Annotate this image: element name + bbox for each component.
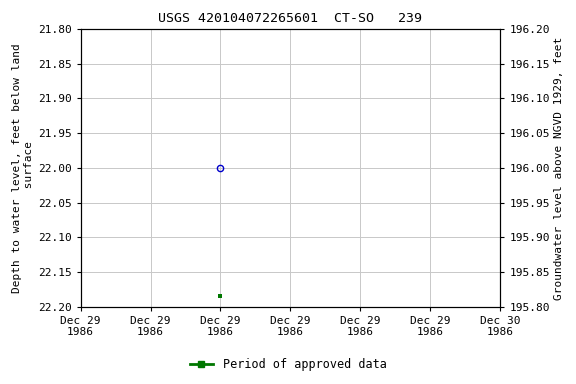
Title: USGS 420104072265601  CT-SO   239: USGS 420104072265601 CT-SO 239 <box>158 12 422 25</box>
Legend: Period of approved data: Period of approved data <box>185 354 391 376</box>
Y-axis label: Groundwater level above NGVD 1929, feet: Groundwater level above NGVD 1929, feet <box>554 36 564 300</box>
Y-axis label: Depth to water level, feet below land
 surface: Depth to water level, feet below land su… <box>12 43 33 293</box>
